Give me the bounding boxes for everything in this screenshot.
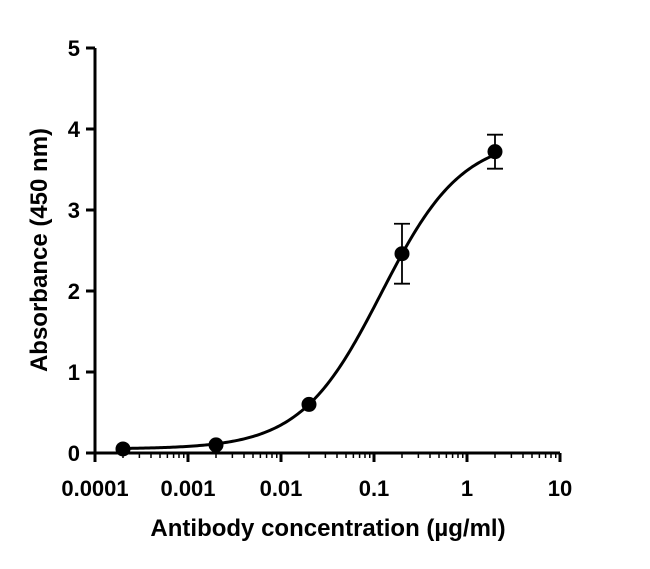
y-tick-label: 5	[68, 36, 80, 61]
y-tick-label: 2	[68, 279, 80, 304]
x-tick-label: 0.1	[359, 476, 390, 501]
data-point	[208, 437, 224, 453]
y-axis-title: Absorbance (450 nm)	[26, 128, 53, 372]
data-point	[487, 144, 503, 160]
data-point	[301, 396, 317, 412]
y-tick-label: 4	[68, 117, 81, 142]
y-tick-label: 1	[68, 360, 80, 385]
axes: 0 1 2 3 4 5 0.0001 0.001 0.01 0.1 1 10	[61, 36, 572, 501]
x-tick-label: 0.0001	[61, 476, 128, 501]
x-tick-label: 0.001	[160, 476, 215, 501]
y-tick-label: 3	[68, 198, 80, 223]
y-tick-label: 0	[68, 441, 80, 466]
x-tick-label: 0.01	[260, 476, 303, 501]
data-points-layer	[115, 133, 503, 457]
x-tick-label: 10	[548, 476, 572, 501]
data-point	[394, 246, 410, 262]
x-axis-title: Antibody concentration (µg/ml)	[150, 515, 505, 542]
x-tick-label: 1	[461, 476, 473, 501]
data-point	[115, 441, 131, 457]
